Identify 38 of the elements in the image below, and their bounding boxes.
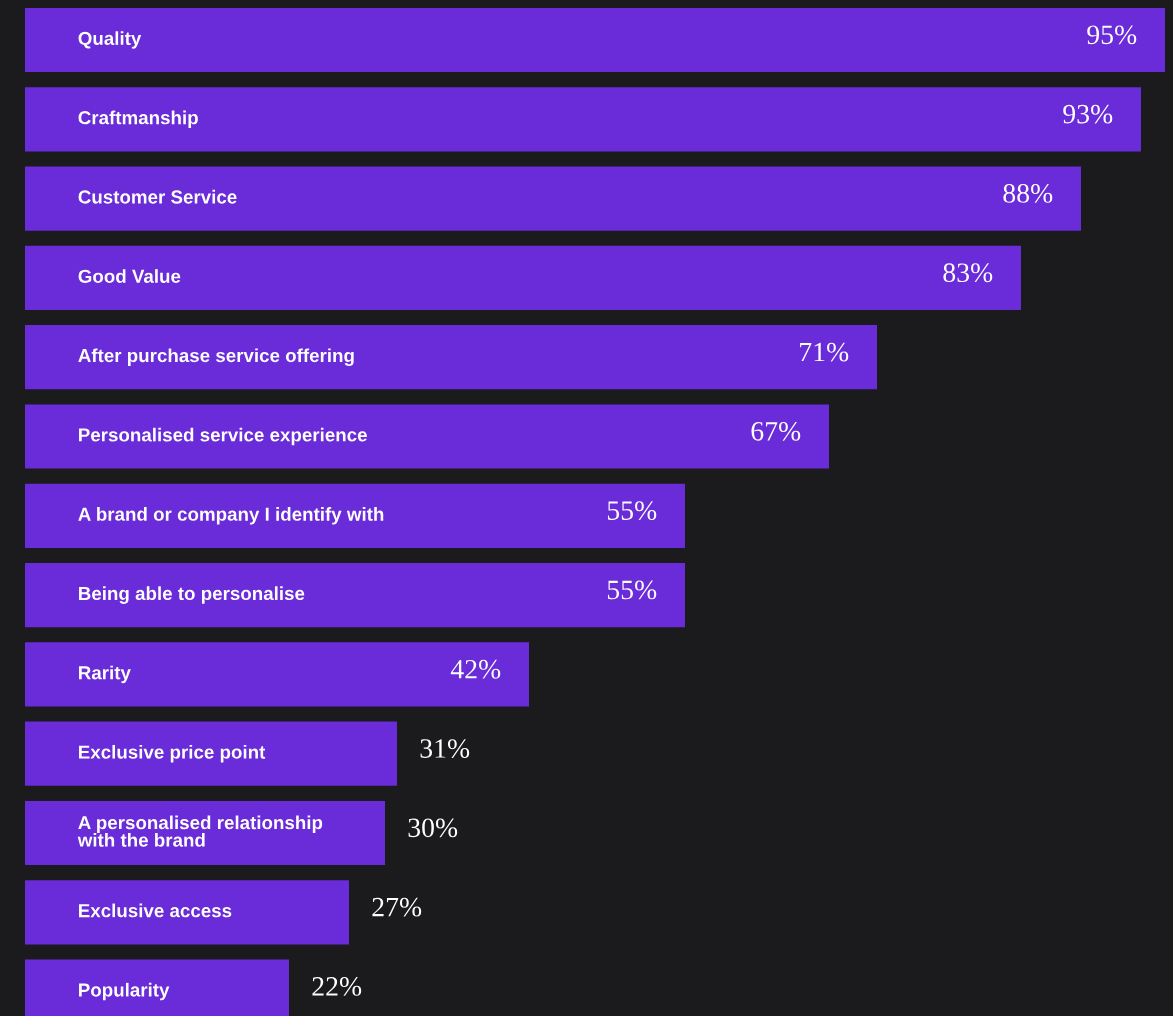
bar xyxy=(25,7,1165,73)
bar xyxy=(25,721,397,786)
data-label: 95% xyxy=(1087,25,1137,45)
data-label: 67% xyxy=(751,421,801,441)
y-tick-label: Quality xyxy=(78,31,142,49)
y-tick-label: Customer Service xyxy=(78,189,237,204)
bar xyxy=(25,880,349,945)
y-tick-label: Personalised service experience xyxy=(79,427,367,446)
y-tick-label: A brand or company I identify with xyxy=(78,507,384,525)
data-label: 30% xyxy=(408,818,458,838)
bar xyxy=(25,483,685,548)
bar xyxy=(25,642,529,707)
bar xyxy=(25,325,877,390)
bar xyxy=(25,404,829,469)
y-tick-label: Craftmanship xyxy=(78,110,198,129)
y-tick-label: After purchase service offering xyxy=(78,348,354,366)
bar xyxy=(25,166,1081,231)
data-label: 55% xyxy=(607,501,657,521)
bar xyxy=(25,87,1141,152)
y-tick-label: Rarity xyxy=(79,665,131,684)
y-tick-label: Popularity xyxy=(79,982,170,1001)
data-label: 22% xyxy=(312,977,362,996)
y-tick-label: Being able to personalise xyxy=(79,586,305,604)
y-tick-label: Exclusive price point xyxy=(79,744,266,763)
data-label: 88% xyxy=(1003,184,1053,203)
y-tick-label: Good Value xyxy=(78,269,181,283)
y-tick-label: A personalised relationship with the brand xyxy=(77,815,323,847)
y-tick-label: Exclusive access xyxy=(79,903,232,918)
data-label: 42% xyxy=(450,659,501,679)
bar xyxy=(25,245,1021,311)
data-label: 55% xyxy=(607,580,657,600)
data-label: 31% xyxy=(420,739,470,758)
bar xyxy=(25,800,385,866)
data-label: 93% xyxy=(1063,104,1113,124)
bar xyxy=(25,562,685,628)
data-label: 27% xyxy=(372,897,422,917)
data-label: 71% xyxy=(800,342,849,362)
data-label: 83% xyxy=(943,263,993,283)
